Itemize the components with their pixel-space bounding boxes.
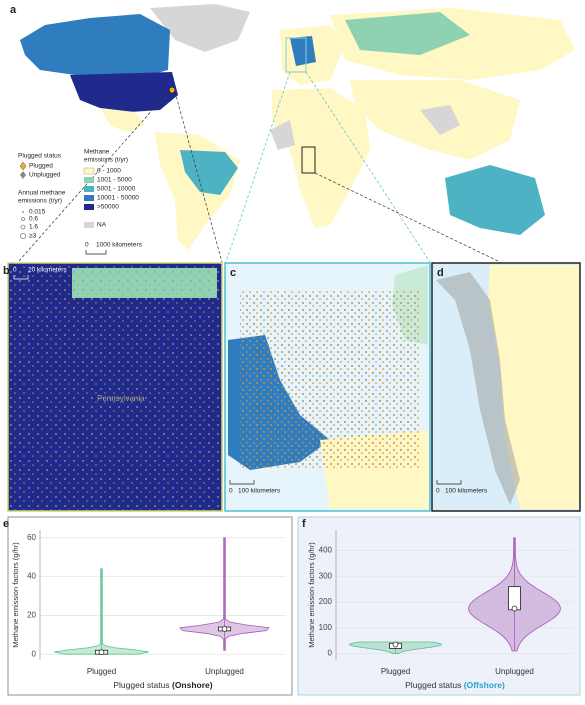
world-map: [8, 2, 580, 263]
scale-label: 100 kilometers: [238, 488, 281, 495]
legend-item: ≥3: [29, 233, 37, 240]
panel-e-frame: [7, 516, 293, 696]
panel-label: a: [10, 4, 17, 16]
x-tick-label: Unplugged: [205, 667, 244, 676]
legend-title: emissions (t/yr): [18, 198, 62, 205]
panel-f-frame: [297, 516, 581, 696]
panel-label: f: [302, 518, 306, 530]
scale-zero: 0: [436, 488, 440, 495]
legend-item: 0.015: [29, 209, 46, 216]
map-pennsylvania: [7, 262, 223, 512]
x-tick-label: Plugged: [381, 667, 410, 676]
x-tick-label: Unplugged: [495, 667, 534, 676]
place-label: Pennsylvania: [97, 394, 145, 403]
y-tick-label: 100: [319, 623, 333, 632]
y-axis-label: Methane emission factors (g/hr): [307, 542, 316, 648]
scale-zero: 0: [13, 267, 17, 274]
y-tick-label: 200: [319, 597, 333, 606]
map-north-sea: [224, 262, 431, 512]
scale-label: 100 kilometers: [445, 488, 488, 495]
x-axis-label: Plugged status (Offshore): [405, 680, 505, 690]
y-tick-label: 60: [27, 533, 36, 542]
x-axis-label: Plugged status (Onshore): [113, 680, 212, 690]
scale-label: 20 kilometers: [28, 267, 67, 274]
x-axis-label-text: Plugged status: [113, 680, 169, 690]
scale-zero: 0: [229, 488, 233, 495]
y-tick-label: 400: [319, 546, 333, 555]
y-tick-label: 0: [328, 649, 333, 658]
x-tick-label: Plugged: [87, 667, 116, 676]
panel-label: d: [437, 267, 444, 279]
y-tick-label: 300: [319, 571, 333, 580]
legend-item: 1001 - 5000: [97, 177, 132, 184]
legend-item: Plugged: [29, 163, 53, 170]
median: [392, 641, 399, 648]
legend-title: Plugged status: [18, 153, 62, 160]
legend-item: >50000: [97, 204, 119, 211]
median: [98, 649, 105, 656]
legend-title: Methane: [84, 149, 110, 156]
panel-label: e: [3, 518, 9, 530]
legend-item: 5001 - 10000: [97, 186, 136, 193]
legend-item: 0 - 1000: [97, 168, 121, 175]
y-tick-label: 0: [32, 649, 37, 658]
panel-label: b: [3, 265, 10, 277]
map-gulf-guinea: [431, 262, 581, 512]
scale-label: 1000 kilometers: [96, 242, 143, 249]
legend-item: 0.6: [29, 216, 38, 223]
median: [511, 605, 518, 612]
x-axis-label-qualifier: (Offshore): [464, 680, 505, 690]
x-axis-label-qualifier: (Onshore): [172, 680, 213, 690]
legend-item: 1.6: [29, 224, 38, 231]
scale-zero: 0: [85, 242, 89, 249]
y-tick-label: 20: [27, 610, 36, 619]
y-tick-label: 40: [27, 572, 36, 581]
legend-item: NA: [97, 222, 107, 229]
legend-item: 10001 - 50000: [97, 195, 139, 202]
legend-title: Annual methane: [18, 190, 66, 197]
median: [221, 626, 228, 632]
legend-title: emissions (t/yr): [84, 157, 128, 164]
legend-item: Unplugged: [29, 172, 61, 179]
panel-label: c: [230, 267, 236, 279]
x-axis-label-text: Plugged status: [405, 680, 461, 690]
y-axis-label: Methane emission factors (g/hr): [11, 542, 20, 648]
